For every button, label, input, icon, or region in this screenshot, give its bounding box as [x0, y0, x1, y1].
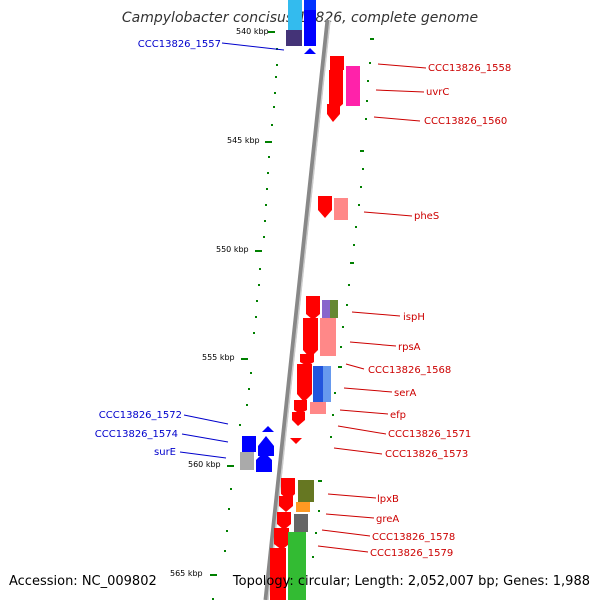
label-CCC13826_1560[interactable]: CCC13826_1560 [424, 116, 507, 127]
left-dotted-rail [212, 48, 278, 600]
gene-greA[interactable] [279, 496, 293, 512]
left-leader-lines [179, 42, 285, 459]
accession-text: Accession: NC_009802 [9, 574, 157, 589]
gene-serA-marker-light[interactable] [323, 366, 331, 402]
gene-block-top-blue[interactable] [304, 0, 316, 10]
label-lpxB[interactable]: lpxB [377, 494, 399, 505]
label-CCC13826_1578[interactable]: CCC13826_1578 [372, 532, 455, 543]
gene-CCC13826_1571[interactable] [292, 412, 305, 426]
label-pheS[interactable]: pheS [414, 211, 439, 222]
gene-lower-red[interactable] [270, 548, 286, 600]
genome-backbone [263, 19, 331, 600]
right-leader-lines [317, 63, 427, 553]
label-CCC13826_1574[interactable]: CCC13826_1574 [95, 429, 178, 440]
label-uvrC[interactable]: uvrC [426, 87, 449, 98]
gene-efp-marker[interactable] [310, 402, 326, 414]
label-CCC13826_1571[interactable]: CCC13826_1571 [388, 429, 471, 440]
gene-pheS-marker[interactable] [334, 198, 348, 220]
label-CCC13826_1572[interactable]: CCC13826_1572 [99, 410, 182, 421]
gene-block-top-blue-2[interactable] [304, 10, 316, 46]
tick-label-545: 545 kbp [227, 136, 260, 145]
label-CCC13826_1558[interactable]: CCC13826_1558 [428, 63, 511, 74]
label-ispH[interactable]: ispH [403, 312, 425, 323]
gene-pheS[interactable] [318, 196, 332, 218]
tick-label-555: 555 kbp [202, 353, 235, 362]
gene-ispH[interactable] [306, 296, 320, 320]
label-rpsA[interactable]: rpsA [398, 342, 421, 353]
label-CCC13826_1557[interactable]: CCC13826_1557 [138, 39, 221, 50]
gene-rpsA[interactable] [303, 318, 318, 358]
gene-lpxB-marker[interactable] [298, 480, 314, 502]
kbp-tick-marks [210, 31, 275, 576]
tick-label-565: 565 kbp [170, 569, 203, 578]
gene-CCC13826_1568[interactable] [300, 354, 314, 366]
gene-CCC13826_1572[interactable] [242, 436, 256, 452]
right-dotted-rail [312, 38, 374, 558]
label-CCC13826_1573[interactable]: CCC13826_1573 [385, 449, 468, 460]
tick-label-560: 560 kbp [188, 460, 221, 469]
gene-CCC13826_1573[interactable] [290, 438, 302, 444]
gene-block-top-purple[interactable] [286, 30, 302, 46]
gene-serA[interactable] [297, 364, 312, 402]
gene-CCC13826_1574[interactable] [240, 452, 254, 470]
tick-label-540: 540 kbp [236, 27, 269, 36]
label-serA[interactable]: serA [394, 388, 416, 399]
gene-uvrC[interactable] [329, 70, 343, 110]
gene-ispH-marker-green[interactable] [330, 300, 338, 318]
gene-arrow-1572[interactable] [262, 426, 274, 432]
gene-uvrC-marker[interactable] [346, 66, 360, 106]
label-greA[interactable]: greA [376, 514, 399, 525]
label-surE[interactable]: surE [154, 447, 176, 458]
gene-CCC13826_1579[interactable] [274, 528, 289, 550]
gene-lpxB[interactable] [281, 478, 295, 500]
label-CCC13826_1579[interactable]: CCC13826_1579 [370, 548, 453, 559]
gene-serA-marker-blue[interactable] [313, 366, 323, 402]
gene-CCC13826_1578[interactable] [277, 512, 291, 530]
gene-efp[interactable] [294, 400, 307, 414]
tick-label-550: 550 kbp [216, 245, 249, 254]
topology-text: Topology: circular; Length: 2,052,007 bp… [232, 574, 590, 589]
gene-rpsA-marker[interactable] [320, 318, 336, 356]
gene-arrow-top[interactable] [304, 48, 316, 54]
gene-surE[interactable] [258, 436, 274, 456]
gene-greA-marker[interactable] [296, 502, 310, 512]
gene-ispH-marker-purple[interactable] [322, 300, 330, 318]
gene-CCC13826_1560[interactable] [327, 104, 340, 122]
gene-CCC13826_1558[interactable] [330, 56, 344, 70]
gene-surE-2[interactable] [256, 452, 272, 472]
gene-lower-green[interactable] [288, 532, 306, 600]
label-CCC13826_1568[interactable]: CCC13826_1568 [368, 365, 451, 376]
gene-1578-marker[interactable] [294, 514, 308, 532]
gene-block-top-cyan[interactable] [288, 0, 302, 30]
label-efp[interactable]: efp [390, 410, 406, 421]
